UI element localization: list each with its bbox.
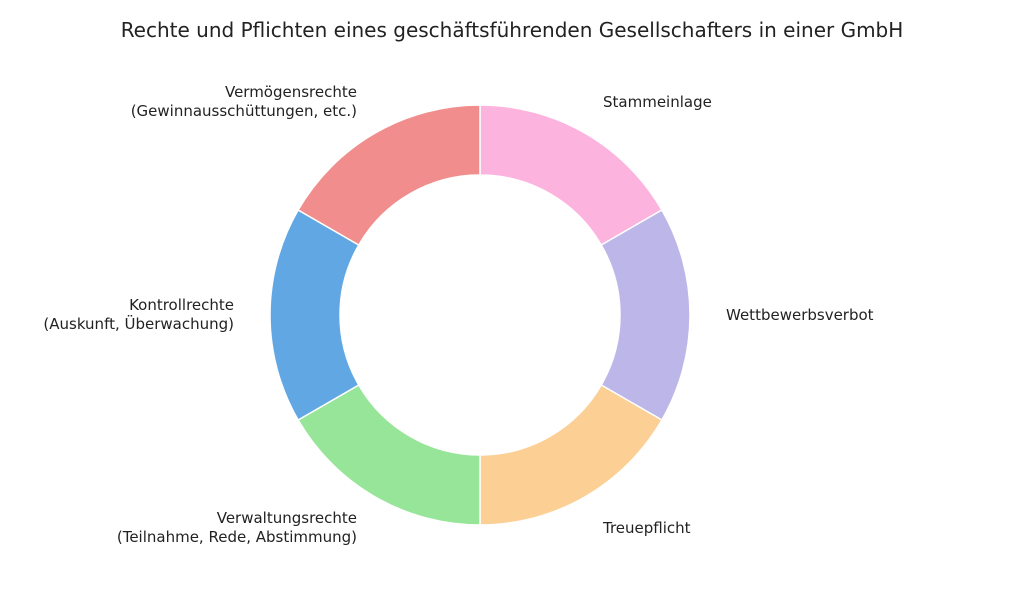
donut-slice-kontrollrechte bbox=[270, 210, 359, 420]
slice-label-vermoegensrechte: Vermögensrechte (Gewinnausschüttungen, e… bbox=[131, 83, 357, 121]
donut-slice-wettbewerbsverbot bbox=[601, 210, 690, 420]
slice-label-kontrollrechte: Kontrollrechte (Auskunft, Überwachung) bbox=[43, 296, 234, 334]
donut-slice-treuepflicht bbox=[480, 385, 662, 525]
slice-label-wettbewerbsverbot: Wettbewerbsverbot bbox=[726, 306, 874, 325]
donut-slice-verwaltungsrechte bbox=[298, 385, 480, 525]
donut-slice-vermoegensrechte bbox=[298, 105, 480, 245]
slice-label-treuepflicht: Treuepflicht bbox=[603, 519, 691, 538]
chart-root: Rechte und Pflichten eines geschäftsführ… bbox=[0, 0, 1024, 614]
donut-slice-stammeinlage bbox=[480, 105, 662, 245]
slice-label-verwaltungsrechte: Verwaltungsrechte (Teilnahme, Rede, Abst… bbox=[117, 509, 357, 547]
slice-label-stammeinlage: Stammeinlage bbox=[603, 93, 712, 112]
